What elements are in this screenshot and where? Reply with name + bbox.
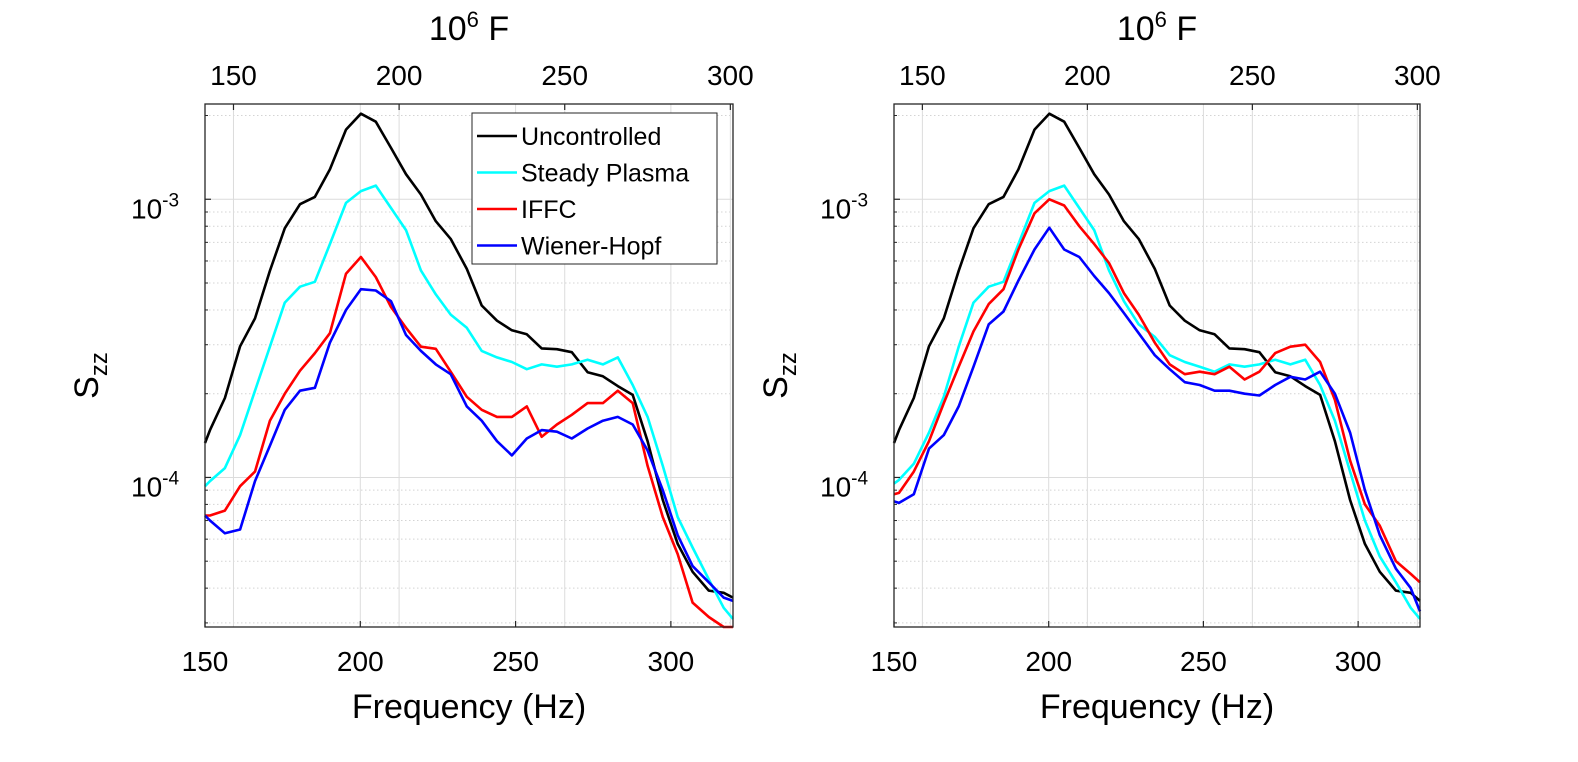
right-bottom-tick-labels: 150 200 250 300: [871, 646, 1382, 677]
legend-label: Uncontrolled: [521, 123, 661, 151]
left-ticks: [204, 104, 731, 627]
x-tick-label: 250: [492, 646, 539, 677]
x-tick-label: 150: [182, 646, 229, 677]
legend-item-steady-plasma: Steady Plasma: [477, 160, 689, 188]
y-tick-label: 10-3: [131, 190, 179, 224]
left-series-layer: [203, 112, 734, 629]
series-line-iffc: [893, 198, 1421, 584]
y-tick-label: 10-3: [820, 190, 868, 224]
x-tick-label: 250: [1180, 646, 1227, 677]
y-axis-title: Szz: [68, 352, 113, 399]
y-tick-label: 10-4: [131, 468, 179, 502]
x-tick-label: 300: [648, 646, 695, 677]
top-axis-title: 106 F: [429, 7, 509, 48]
legend: Uncontrolled Steady Plasma IFFC Wiener-H…: [471, 112, 718, 265]
top-x-tick-label: 150: [899, 60, 946, 91]
legend-item-iffc: IFFC: [477, 196, 577, 224]
left-bottom-tick-labels: 150 200 250 300: [182, 646, 695, 677]
series-line-iffc: [205, 255, 733, 629]
right-top-tick-labels: 150 200 250 300: [899, 60, 1441, 91]
top-x-tick-label: 300: [707, 60, 754, 91]
right-axes-frame: [893, 103, 1421, 628]
legend-label: Steady Plasma: [521, 160, 689, 188]
top-x-tick-label: 200: [1064, 60, 1111, 91]
x-axis-title: Frequency (Hz): [1040, 688, 1274, 726]
legend-label: IFFC: [521, 196, 577, 224]
legend-item-uncontrolled: Uncontrolled: [477, 123, 661, 151]
right-series-layer: [892, 112, 1422, 620]
left-y-tick-labels: 10-4 10-3: [131, 190, 179, 502]
x-tick-label: 300: [1335, 646, 1382, 677]
legend-item-wiener-hopf: Wiener-Hopf: [477, 233, 661, 261]
left-panel: 150 200 250 300 150 200 250 300 10-4 10-…: [68, 7, 754, 726]
x-tick-label: 200: [337, 646, 384, 677]
top-x-tick-label: 250: [541, 60, 588, 91]
top-x-tick-label: 200: [376, 60, 423, 91]
series-line-uncontrolled: [203, 112, 734, 599]
left-axes-frame: [204, 103, 734, 628]
legend-box: [471, 112, 718, 265]
series-line-uncontrolled: [892, 112, 1421, 602]
series-line-wiener-hopf: [893, 226, 1422, 612]
top-x-tick-label: 300: [1394, 60, 1441, 91]
top-x-tick-label: 150: [210, 60, 257, 91]
series-line-steady-plasma: [204, 184, 734, 620]
left-grid: [204, 104, 733, 627]
right-ticks: [893, 104, 1418, 627]
series-line-wiener-hopf: [204, 287, 734, 603]
top-x-tick-label: 250: [1229, 60, 1276, 91]
y-axis-title: Szz: [757, 352, 802, 399]
x-tick-label: 200: [1025, 646, 1072, 677]
top-axis-title: 106 F: [1117, 7, 1197, 48]
left-top-tick-labels: 150 200 250 300: [210, 60, 754, 91]
right-y-tick-labels: 10-4 10-3: [820, 190, 868, 502]
series-line-steady-plasma: [893, 184, 1421, 620]
legend-label: Wiener-Hopf: [521, 233, 661, 261]
right-panel: 150 200 250 300 150 200 250 300 10-4 10-…: [757, 7, 1441, 726]
y-tick-label: 10-4: [820, 468, 868, 502]
x-tick-label: 150: [871, 646, 918, 677]
x-axis-title: Frequency (Hz): [352, 688, 586, 726]
